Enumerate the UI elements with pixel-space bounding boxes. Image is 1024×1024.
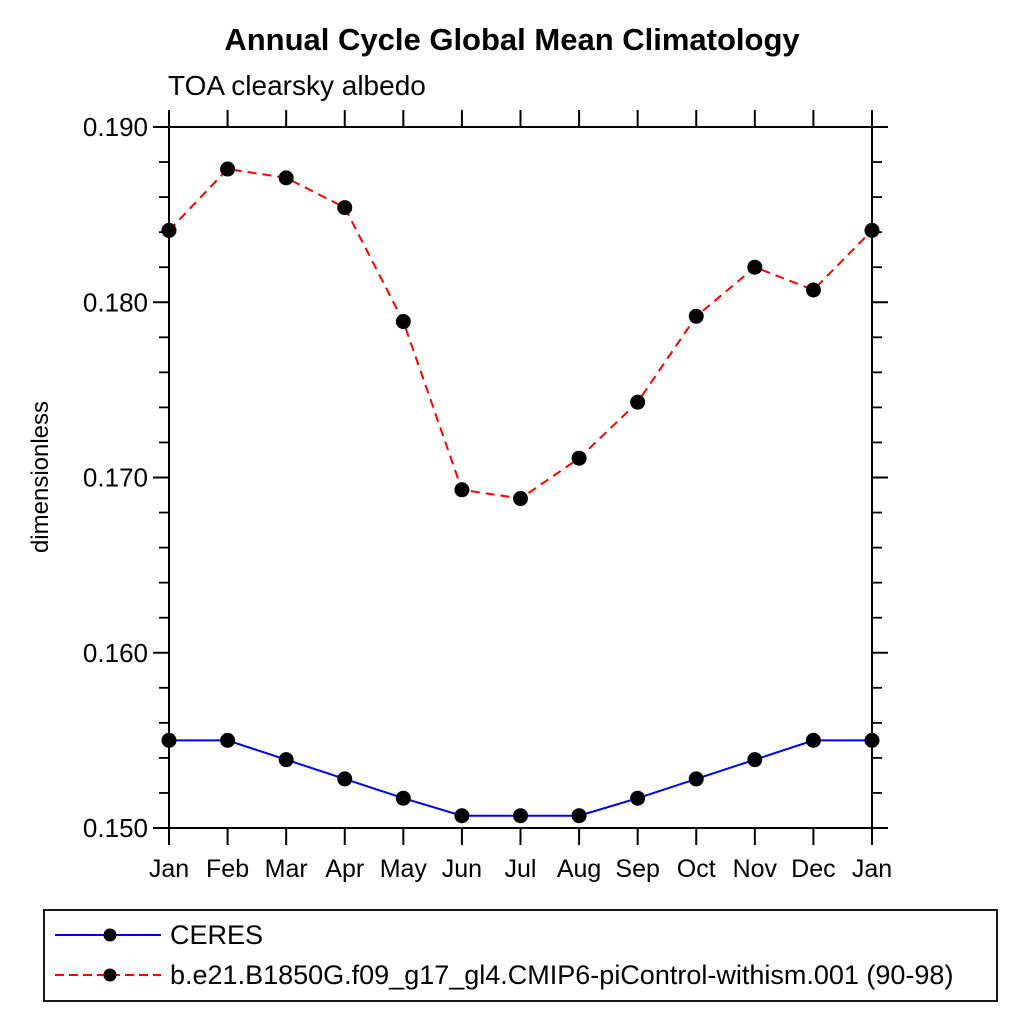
data-point-s0: [688, 771, 704, 787]
data-point-s0: [395, 790, 411, 806]
data-point-s1: [395, 314, 411, 330]
data-point-s1: [864, 222, 880, 238]
data-point-s0: [161, 732, 177, 748]
data-point-s1: [630, 394, 646, 410]
y-tick-label: 0.180: [83, 287, 148, 317]
y-tick-label: 0.160: [83, 638, 148, 668]
legend-marker-dot: [103, 968, 117, 982]
data-point-s0: [337, 771, 353, 787]
legend-line-sample-solid: [55, 928, 161, 942]
x-tick-label: Dec: [791, 855, 835, 883]
x-tick-label: Sep: [615, 855, 659, 883]
data-point-s0: [278, 752, 294, 768]
data-point-s0: [220, 732, 236, 748]
series-line-1: [168, 167, 873, 500]
legend-entry-model: b.e21.B1850G.f09_g17_gl4.CMIP6-piControl…: [45, 955, 996, 995]
chart-title: Annual Cycle Global Mean Climatology: [224, 22, 800, 57]
y-tick-label: 0.190: [83, 112, 148, 142]
x-tick-label: Jan: [149, 855, 189, 883]
data-point-s0: [805, 732, 821, 748]
data-point-s1: [454, 482, 470, 498]
data-point-s1: [220, 161, 236, 177]
data-point-s1: [747, 259, 763, 275]
x-tick-label: Jul: [505, 855, 537, 883]
data-point-s0: [630, 790, 646, 806]
x-tick-label: Apr: [325, 855, 364, 883]
x-tick-label: Jan: [852, 855, 892, 883]
legend: CERES b.e21.B1850G.f09_g17_gl4.CMIP6-piC…: [43, 909, 998, 1002]
y-tick-label: 0.170: [83, 463, 148, 493]
data-point-s0: [454, 808, 470, 824]
y-tick-label: 0.150: [83, 813, 148, 843]
x-tick-label: Oct: [677, 855, 716, 883]
x-tick-label: Aug: [557, 855, 601, 883]
data-point-s1: [513, 491, 528, 507]
data-point-s0: [571, 808, 587, 824]
data-point-s1: [805, 282, 821, 298]
data-point-s1: [161, 222, 177, 238]
chart-subtitle: TOA clearsky albedo: [168, 70, 426, 101]
data-point-s1: [688, 308, 704, 324]
legend-line-sample-dashed: [55, 968, 161, 982]
data-point-s0: [513, 808, 528, 824]
x-tick-label: Nov: [733, 855, 778, 883]
x-tick-label: May: [380, 855, 428, 883]
legend-label-model: b.e21.B1850G.f09_g17_gl4.CMIP6-piControl…: [170, 959, 954, 990]
data-point-s1: [337, 200, 353, 216]
x-tick-label: Feb: [206, 855, 249, 883]
legend-entry-ceres: CERES: [45, 915, 996, 955]
data-point-s0: [864, 732, 880, 748]
legend-label-ceres: CERES: [170, 919, 264, 950]
data-point-s1: [278, 170, 294, 186]
x-tick-label: Mar: [265, 855, 308, 883]
data-point-s0: [747, 752, 763, 768]
series-line-0: [169, 739, 872, 817]
x-tick-label: Jun: [442, 855, 482, 883]
data-point-s1: [571, 450, 587, 466]
legend-marker-dot: [103, 928, 117, 942]
